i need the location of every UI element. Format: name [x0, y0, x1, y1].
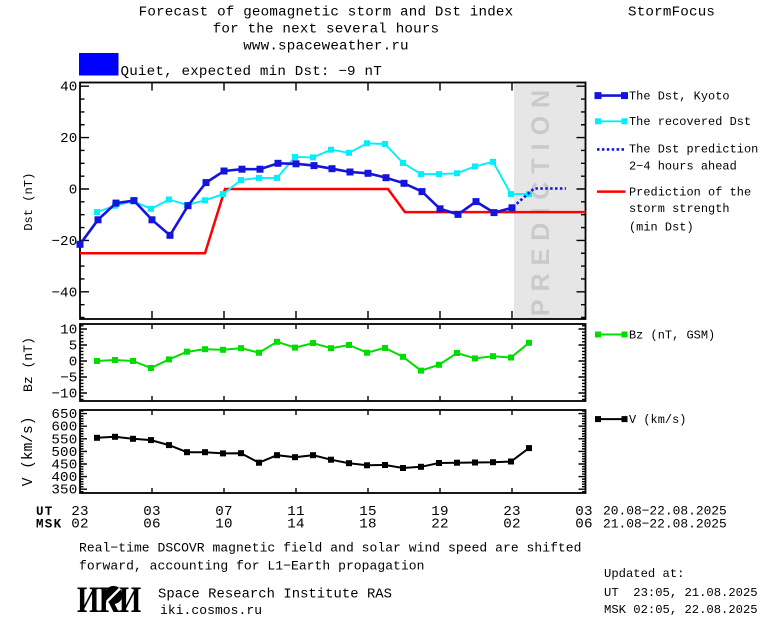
svg-text:2−4 hours ahead: 2−4 hours ahead	[629, 159, 737, 173]
svg-text:07: 07	[215, 504, 232, 520]
svg-text:−20: −20	[51, 234, 77, 250]
svg-text:MSK: MSK	[36, 518, 62, 532]
svg-text:Quiet, expected min Dst: −9 nT: Quiet, expected min Dst: −9 nT	[121, 64, 382, 80]
svg-text:02: 02	[503, 517, 520, 533]
svg-text:18: 18	[359, 517, 376, 533]
svg-text:The recovered Dst: The recovered Dst	[629, 115, 751, 129]
svg-text:Prediction of the: Prediction of the	[629, 185, 751, 199]
svg-text:550: 550	[51, 432, 77, 448]
svg-text:The Dst, Kyoto: The Dst, Kyoto	[629, 89, 730, 103]
svg-text:10: 10	[60, 323, 77, 339]
svg-text:V (km/s): V (km/s)	[21, 417, 37, 487]
svg-text:MSK 02:05, 22.08.2025: MSK 02:05, 22.08.2025	[604, 603, 758, 617]
svg-text:14: 14	[287, 517, 304, 533]
svg-text:UT: UT	[36, 505, 54, 519]
svg-text:0: 0	[69, 183, 78, 199]
svg-text:Dst (nT): Dst (nT)	[22, 173, 36, 231]
svg-text:450: 450	[51, 458, 77, 474]
svg-text:600: 600	[51, 420, 77, 436]
svg-text:02: 02	[71, 517, 88, 533]
svg-text:20.08−22.08.2025: 20.08−22.08.2025	[603, 504, 727, 519]
svg-text:21.08−22.08.2025: 21.08−22.08.2025	[603, 517, 727, 532]
svg-text:22: 22	[431, 517, 448, 533]
svg-text:5: 5	[69, 339, 78, 355]
svg-text:−10: −10	[51, 387, 77, 403]
svg-text:The Dst prediction: The Dst prediction	[629, 142, 758, 156]
svg-text:−40: −40	[51, 285, 77, 301]
svg-text:500: 500	[51, 445, 77, 461]
svg-text:11: 11	[287, 504, 304, 520]
svg-text:Real−time DSCOVR magnetic fiel: Real−time DSCOVR magnetic field and sola…	[79, 541, 581, 556]
svg-text:10: 10	[215, 517, 232, 533]
svg-text:03: 03	[575, 504, 592, 520]
svg-text:storm strength: storm strength	[629, 202, 730, 216]
svg-text:forward, accounting for L1−Ear: forward, accounting for L1−Earth propaga…	[79, 559, 424, 574]
svg-text:0: 0	[69, 355, 78, 371]
svg-text:15: 15	[359, 504, 376, 520]
svg-text:Forecast of geomagnetic storm: Forecast of geomagnetic storm and Dst in…	[139, 5, 514, 21]
svg-text:Space Research Institute RAS: Space Research Institute RAS	[158, 587, 392, 603]
svg-text:V (km/s): V (km/s)	[629, 413, 686, 427]
svg-text:23: 23	[503, 504, 520, 520]
svg-text:40: 40	[60, 80, 77, 96]
svg-text:20: 20	[60, 131, 77, 147]
svg-text:Bz (nT, GSM): Bz (nT, GSM)	[629, 328, 715, 342]
svg-text:19: 19	[431, 504, 448, 520]
svg-text:−5: −5	[60, 371, 77, 387]
svg-text:350: 350	[51, 483, 77, 499]
svg-text:StormFocus: StormFocus	[628, 5, 715, 21]
svg-text:650: 650	[51, 407, 77, 423]
svg-text:06: 06	[143, 517, 160, 533]
svg-text:Bz (nT): Bz (nT)	[21, 337, 36, 392]
svg-text:(min Dst): (min Dst)	[629, 220, 694, 234]
svg-text:UT 23:05, 21.08.2025: UT 23:05, 21.08.2025	[604, 586, 758, 600]
svg-text:Updated at:: Updated at:	[604, 567, 684, 581]
svg-text:for the next several hours: for the next several hours	[213, 22, 440, 38]
svg-text:400: 400	[51, 470, 77, 486]
svg-text:PREDICTION: PREDICTION	[527, 82, 555, 316]
svg-text:23: 23	[71, 504, 88, 520]
svg-text:06: 06	[575, 517, 592, 533]
svg-text:03: 03	[143, 504, 160, 520]
svg-text:iki.cosmos.ru: iki.cosmos.ru	[160, 603, 262, 618]
svg-text:www.spaceweather.ru: www.spaceweather.ru	[243, 39, 409, 55]
